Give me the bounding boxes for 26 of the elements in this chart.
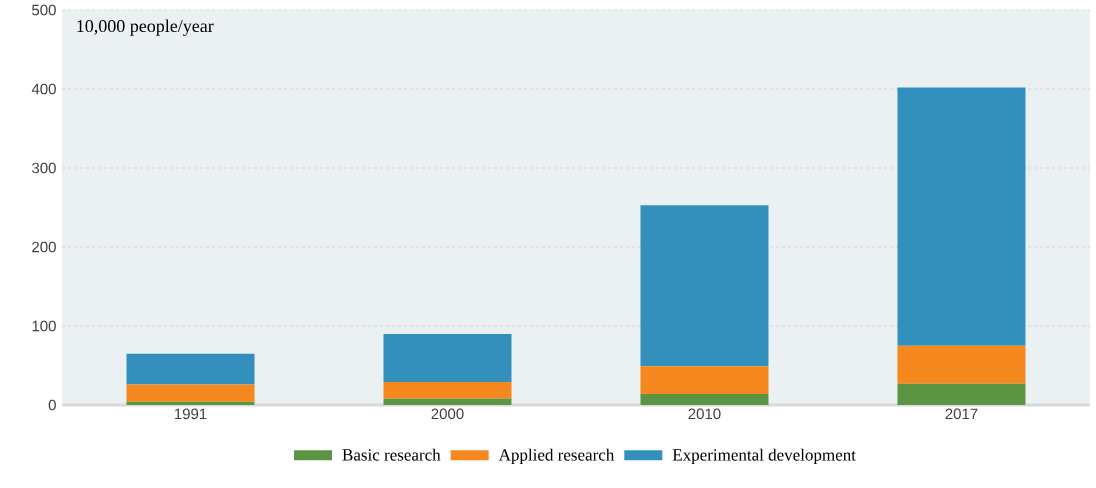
bar [897, 383, 1026, 405]
bar [640, 393, 769, 405]
bar [383, 382, 512, 399]
y-axis-title: 10,000 people/year [77, 19, 214, 36]
x-tick-label: 2010 [688, 408, 721, 420]
y-tick-label: 300 [32, 162, 56, 174]
bar [897, 345, 1026, 384]
legend-label: Basic research [342, 448, 441, 461]
bar [640, 366, 769, 394]
bar [126, 384, 255, 402]
y-tick-label: 500 [32, 4, 56, 16]
legend-label: Experimental development [672, 448, 856, 465]
y-tick-label: 400 [31, 83, 56, 95]
y-tick-label: 0 [48, 399, 56, 411]
x-tick-label: 1991 [174, 408, 207, 420]
bar [126, 401, 255, 405]
bar [383, 398, 512, 405]
bar [126, 353, 255, 385]
bar [383, 333, 512, 383]
bar [897, 87, 1026, 346]
x-tick-label: 2000 [431, 408, 464, 420]
bar [640, 205, 769, 367]
y-tick-label: 200 [32, 241, 56, 253]
x-tick-label: 2017 [945, 408, 978, 420]
legend-label: Applied research [498, 448, 615, 465]
y-tick-label: 100 [32, 320, 56, 332]
